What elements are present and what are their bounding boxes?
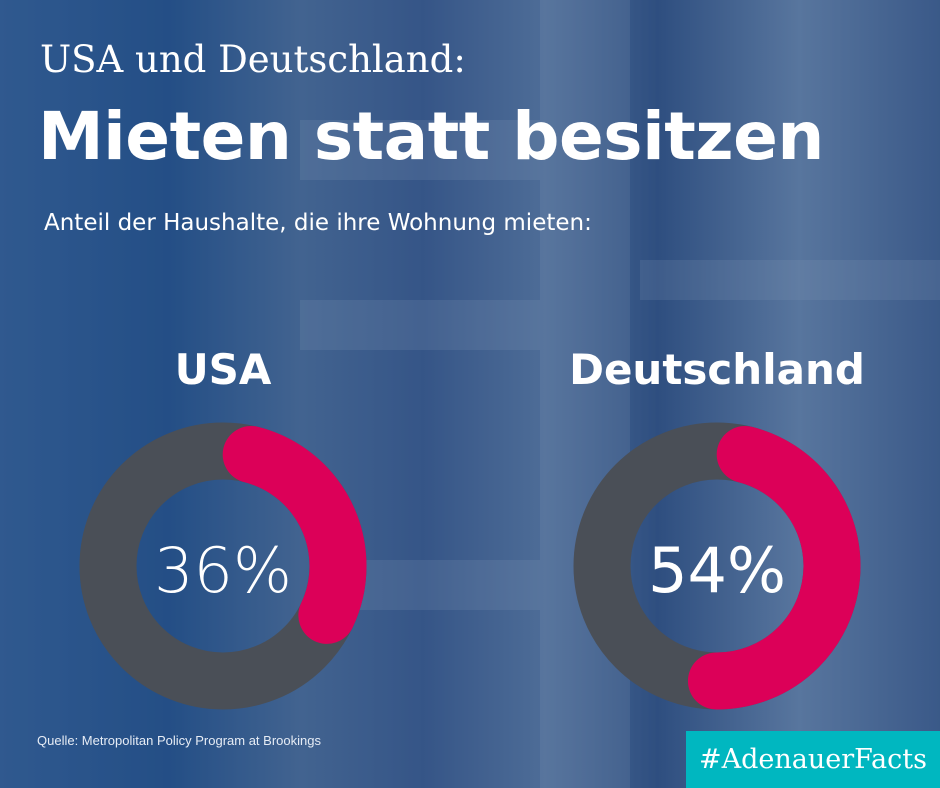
subtitle: USA und Deutschland:: [40, 38, 466, 81]
hashtag-badge[interactable]: #AdenauerFacts: [686, 731, 940, 788]
donut-deutschland: [573, 422, 861, 710]
donut-slice-mieter: [573, 422, 861, 710]
value-label-usa: 36%: [154, 534, 292, 607]
donut-usa: [79, 422, 367, 710]
chart-title-deutschland: Deutschland: [569, 345, 865, 394]
chart-title-usa: USA: [174, 345, 272, 394]
chart-lead: Anteil der Haushalte, die ihre Wohnung m…: [44, 210, 592, 236]
donut-slice-mieter: [79, 422, 367, 710]
source-note: Quelle: Metropolitan Policy Program at B…: [37, 733, 321, 748]
value-label-deutschland: 54%: [648, 534, 786, 607]
page-title: Mieten statt besitzen: [38, 98, 824, 175]
